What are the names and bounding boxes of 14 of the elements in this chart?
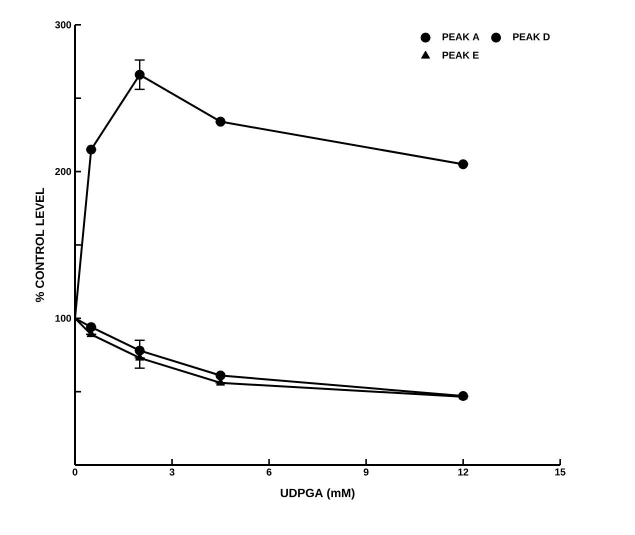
y-tick-label: 200 <box>55 168 72 176</box>
x-tick-label: 0 <box>72 468 78 476</box>
x-tick-label: 12 <box>458 468 468 476</box>
legend-label: PEAK E <box>442 52 479 59</box>
x-axis-title: UDPGA (mM) <box>280 488 354 500</box>
x-tick-label: 15 <box>555 468 566 476</box>
legend-label: PEAK A <box>442 33 480 40</box>
y-tick-label: 100 <box>55 314 72 322</box>
y-tick-label: 300 <box>55 21 72 28</box>
x-tick-label: 6 <box>266 468 272 476</box>
legend-label: PEAK D <box>513 33 550 40</box>
x-tick-label: 9 <box>364 468 369 476</box>
y-axis-title: % CONTROL LEVEL <box>36 188 44 302</box>
x-tick-label: 3 <box>169 468 174 476</box>
